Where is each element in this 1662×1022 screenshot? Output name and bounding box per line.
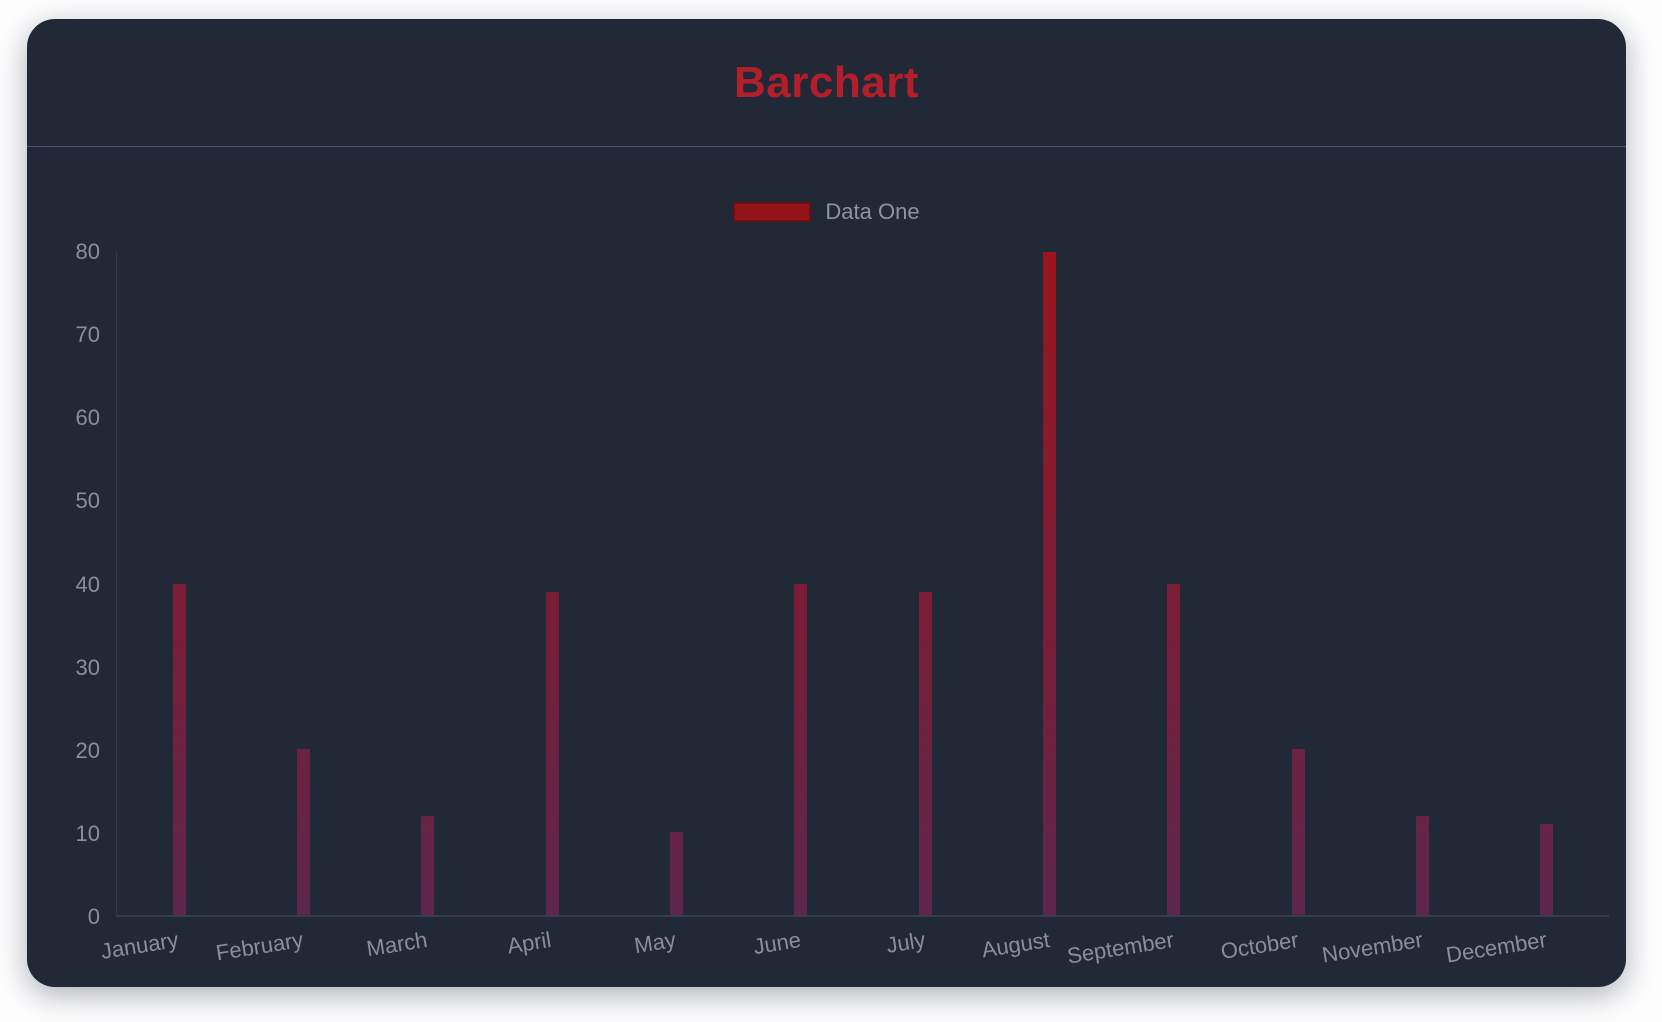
bar-december[interactable] <box>1540 823 1554 915</box>
x-tick-label: December <box>1444 927 1549 968</box>
y-tick-label: 30 <box>75 654 100 680</box>
y-tick-label: 80 <box>75 239 100 264</box>
x-tick-label: May <box>632 927 678 959</box>
x-tick-label: March <box>364 927 429 962</box>
bar-march[interactable] <box>421 815 435 915</box>
chart-card: Barchart Data One 0 10 20 30 40 50 60 70 80 Janu… <box>27 19 1626 987</box>
bar-june[interactable] <box>794 583 808 915</box>
bar-july[interactable] <box>918 591 932 915</box>
legend-label: Data One <box>825 199 920 224</box>
chart-title: Barchart <box>734 57 919 107</box>
bar-january[interactable] <box>172 583 186 915</box>
y-axis: 0 10 20 30 40 50 60 70 80 <box>27 239 103 929</box>
bar-october[interactable] <box>1291 749 1305 915</box>
plot-area <box>116 252 1609 917</box>
card-header: Barchart <box>27 19 1626 147</box>
bar-may[interactable] <box>670 832 683 915</box>
y-tick-label: 0 <box>87 904 100 929</box>
x-tick-label: April <box>505 927 554 959</box>
legend-item[interactable]: Data One <box>733 199 920 225</box>
x-tick-label: November <box>1320 927 1425 968</box>
bar-august[interactable] <box>1043 252 1056 915</box>
x-tick-label: June <box>751 927 803 960</box>
x-tick-label: February <box>213 927 305 966</box>
x-axis: January February March April May June July Augu… <box>99 919 1609 987</box>
bar-april[interactable] <box>545 591 559 915</box>
x-tick-label: October <box>1218 927 1300 964</box>
x-tick-label: August <box>979 927 1052 963</box>
x-tick-label: September <box>1065 927 1176 969</box>
y-tick-label: 10 <box>75 820 100 846</box>
x-tick-label: January <box>98 927 181 964</box>
y-tick-label: 60 <box>75 405 100 431</box>
legend: Data One <box>27 199 1626 225</box>
legend-swatch <box>733 202 812 222</box>
x-tick-label: July <box>884 927 927 958</box>
bar-september[interactable] <box>1167 583 1181 915</box>
y-tick-label: 70 <box>75 322 100 348</box>
bar-february[interactable] <box>297 749 310 915</box>
y-tick-label: 50 <box>75 488 100 514</box>
y-tick-label: 20 <box>75 737 100 763</box>
bar-november[interactable] <box>1416 815 1429 915</box>
y-tick-label: 40 <box>75 571 100 597</box>
